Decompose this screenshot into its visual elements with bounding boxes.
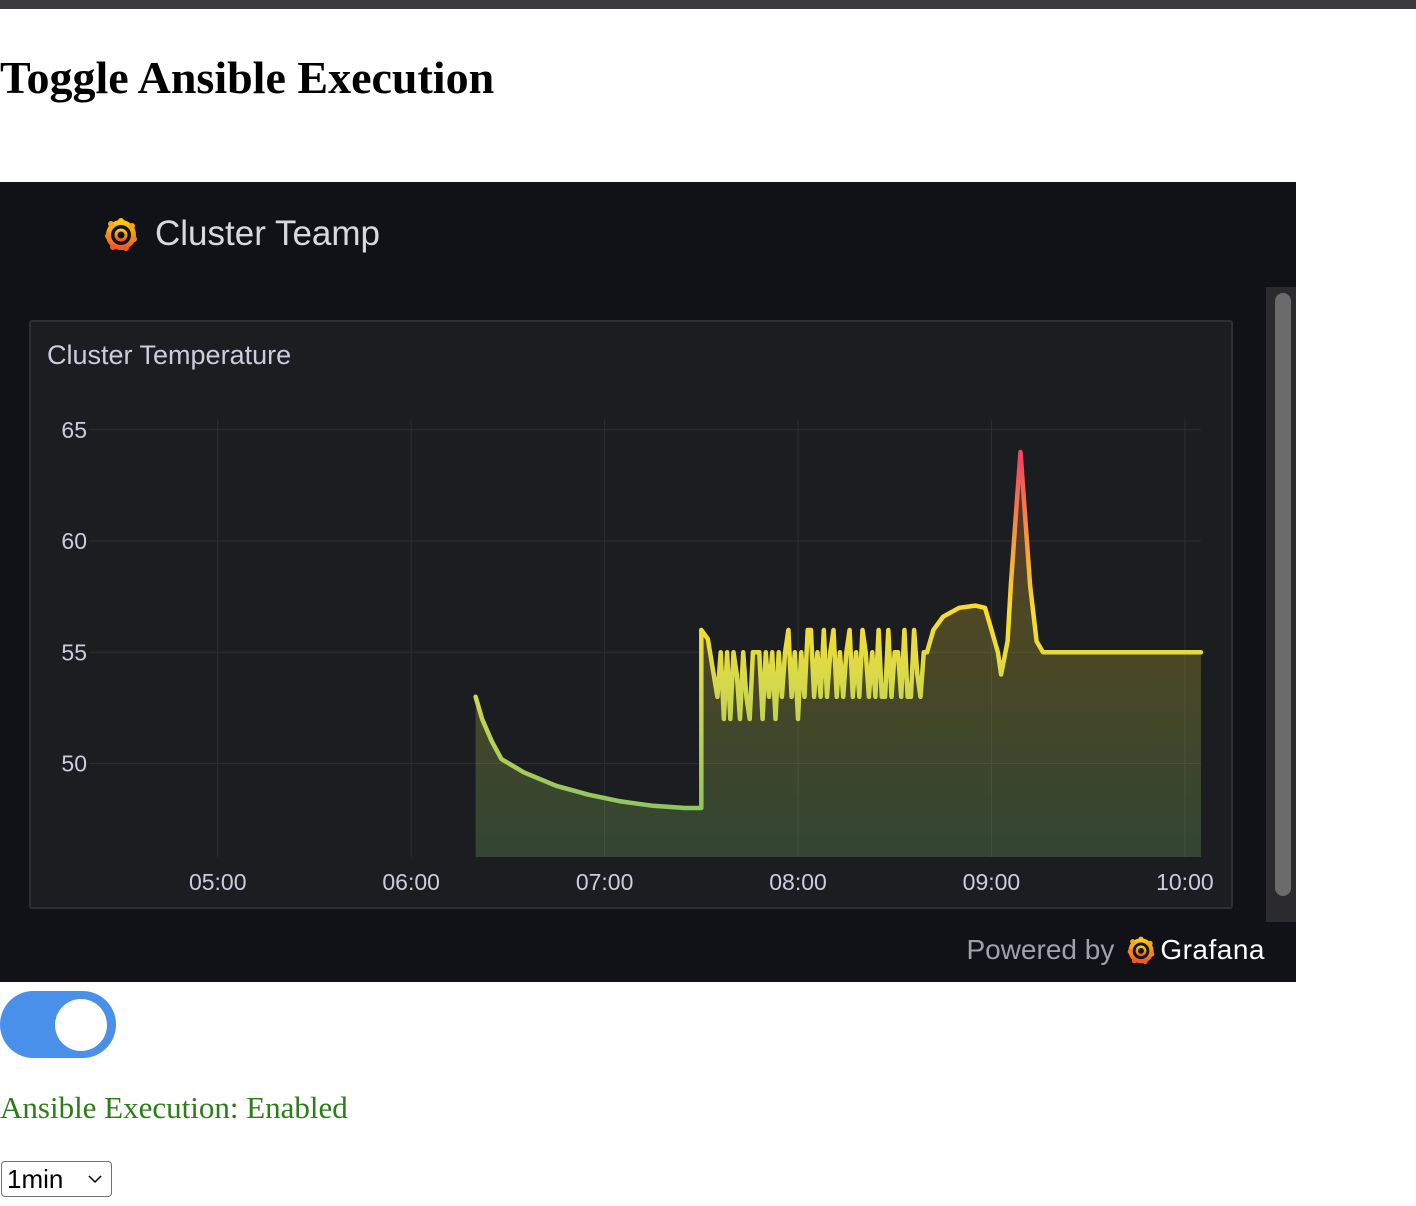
y-tick-label: 60	[61, 528, 87, 554]
x-tick-label: 07:00	[576, 869, 634, 895]
interval-select[interactable]: 1min	[1, 1161, 112, 1197]
grafana-logo-icon	[105, 218, 137, 251]
temperature-chart: 50 55 60 65 05:00 06:00 07:00 08:00 09:00 10:00 C…	[47, 340, 1214, 895]
x-tick-label: 05:00	[189, 869, 247, 895]
x-tick-label: 09:00	[963, 869, 1021, 895]
grafana-logo-icon	[1127, 936, 1155, 965]
chevron-down-icon	[88, 1175, 102, 1184]
page-title: Toggle Ansible Execution	[0, 52, 495, 103]
toggle-knob[interactable]	[55, 999, 107, 1051]
x-tick-label: 08:00	[769, 869, 827, 895]
scrollbar-thumb[interactable]	[1275, 293, 1291, 896]
x-tick-label: 10:00	[1156, 869, 1214, 895]
embed-scrollbar[interactable]	[1266, 287, 1296, 922]
powered-by-text: Powered by	[966, 934, 1115, 965]
browser-top-bar	[0, 0, 1416, 9]
y-tick-label: 55	[61, 639, 87, 665]
ansible-execution-toggle[interactable]	[0, 991, 116, 1058]
y-tick-label: 50	[61, 751, 87, 777]
grafana-brand-text[interactable]: Grafana	[1160, 934, 1265, 965]
powered-by-footer: Powered by Grafana	[966, 934, 1265, 966]
series-area-fill	[475, 452, 1202, 857]
dashboard-header: Cluster Teamp	[103, 214, 380, 254]
dashboard-title[interactable]: Cluster Teamp	[155, 214, 381, 253]
y-tick-label: 65	[61, 417, 87, 443]
execution-status-text: Ansible Execution: Enabled	[0, 1090, 348, 1125]
series-line[interactable]	[473, 449, 1204, 811]
grafana-embed: Cluster Teamp 50 55 60 65 05:00 06:00 07:00	[0, 182, 1296, 982]
panel-title: Cluster Temperature	[47, 340, 291, 370]
x-tick-label: 06:00	[382, 869, 440, 895]
interval-select-value: 1min	[7, 1163, 64, 1194]
chart-panel: 50 55 60 65 05:00 06:00 07:00 08:00 09:00 10:00 C…	[29, 320, 1233, 909]
